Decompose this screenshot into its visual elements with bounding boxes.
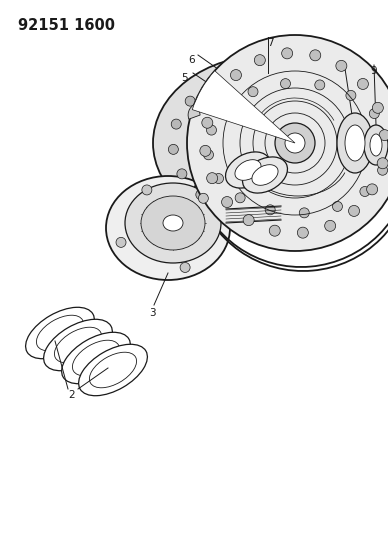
- Ellipse shape: [252, 165, 278, 185]
- Circle shape: [379, 130, 388, 141]
- Circle shape: [238, 68, 248, 77]
- Ellipse shape: [337, 113, 373, 173]
- Circle shape: [271, 65, 281, 75]
- Circle shape: [285, 133, 305, 153]
- Circle shape: [357, 78, 369, 90]
- Circle shape: [230, 70, 241, 80]
- Ellipse shape: [225, 152, 270, 188]
- Circle shape: [377, 158, 388, 169]
- Text: 6: 6: [189, 55, 195, 65]
- Circle shape: [369, 109, 379, 118]
- Circle shape: [336, 60, 347, 71]
- Circle shape: [223, 204, 233, 214]
- Circle shape: [116, 237, 126, 247]
- Circle shape: [212, 91, 223, 102]
- Wedge shape: [192, 71, 295, 143]
- Circle shape: [330, 86, 340, 96]
- Ellipse shape: [228, 113, 308, 173]
- Text: 8: 8: [339, 63, 345, 73]
- Circle shape: [325, 220, 336, 231]
- Circle shape: [275, 123, 315, 163]
- Ellipse shape: [36, 315, 83, 351]
- Circle shape: [255, 55, 265, 66]
- Ellipse shape: [228, 97, 368, 199]
- Circle shape: [367, 184, 378, 195]
- Circle shape: [235, 193, 245, 203]
- Circle shape: [349, 107, 359, 117]
- Text: 3: 3: [149, 308, 155, 318]
- Circle shape: [310, 50, 321, 61]
- Circle shape: [281, 79, 291, 88]
- Circle shape: [297, 227, 308, 238]
- Wedge shape: [188, 103, 200, 119]
- Circle shape: [317, 198, 327, 208]
- Ellipse shape: [141, 196, 205, 250]
- Circle shape: [208, 78, 218, 88]
- Circle shape: [341, 180, 351, 190]
- Circle shape: [185, 96, 195, 106]
- Circle shape: [222, 103, 232, 113]
- Circle shape: [299, 208, 309, 218]
- Circle shape: [358, 132, 368, 142]
- Ellipse shape: [79, 344, 147, 395]
- Ellipse shape: [364, 125, 388, 165]
- Circle shape: [206, 125, 217, 135]
- Circle shape: [202, 117, 213, 128]
- Ellipse shape: [89, 352, 137, 388]
- Circle shape: [315, 80, 325, 90]
- Circle shape: [378, 165, 388, 175]
- Circle shape: [355, 157, 365, 167]
- Ellipse shape: [106, 176, 230, 280]
- Ellipse shape: [163, 215, 183, 231]
- Ellipse shape: [235, 160, 261, 180]
- Text: 92151 1600: 92151 1600: [18, 18, 115, 33]
- Ellipse shape: [190, 70, 388, 226]
- Circle shape: [207, 173, 218, 184]
- Circle shape: [243, 215, 254, 225]
- Ellipse shape: [43, 319, 113, 371]
- Ellipse shape: [370, 134, 382, 156]
- Circle shape: [269, 225, 280, 236]
- Circle shape: [198, 193, 208, 203]
- Circle shape: [360, 187, 370, 197]
- Circle shape: [180, 262, 190, 272]
- Circle shape: [200, 146, 211, 156]
- Circle shape: [255, 211, 265, 221]
- Circle shape: [168, 144, 178, 155]
- Ellipse shape: [62, 332, 130, 384]
- Circle shape: [222, 197, 232, 207]
- Ellipse shape: [153, 55, 383, 231]
- Text: 5: 5: [182, 73, 188, 83]
- Text: 2: 2: [69, 390, 75, 400]
- Circle shape: [333, 201, 343, 212]
- Circle shape: [203, 150, 213, 160]
- Ellipse shape: [54, 327, 102, 363]
- Circle shape: [248, 87, 258, 96]
- Circle shape: [282, 48, 293, 59]
- Circle shape: [265, 205, 275, 215]
- Circle shape: [288, 208, 298, 219]
- Circle shape: [196, 190, 206, 200]
- Circle shape: [213, 174, 223, 183]
- Circle shape: [346, 91, 356, 100]
- Circle shape: [142, 185, 152, 195]
- Ellipse shape: [193, 86, 343, 200]
- Circle shape: [382, 132, 388, 142]
- Ellipse shape: [73, 340, 120, 376]
- Text: 7: 7: [267, 38, 273, 48]
- Circle shape: [171, 119, 181, 129]
- Circle shape: [372, 102, 383, 114]
- Text: 9: 9: [371, 66, 377, 76]
- Circle shape: [187, 35, 388, 251]
- Ellipse shape: [125, 183, 221, 263]
- Ellipse shape: [345, 125, 365, 161]
- Circle shape: [303, 72, 313, 82]
- Ellipse shape: [242, 157, 288, 193]
- Text: 4: 4: [297, 220, 303, 230]
- Circle shape: [348, 205, 360, 216]
- Ellipse shape: [26, 308, 94, 359]
- Circle shape: [177, 169, 187, 179]
